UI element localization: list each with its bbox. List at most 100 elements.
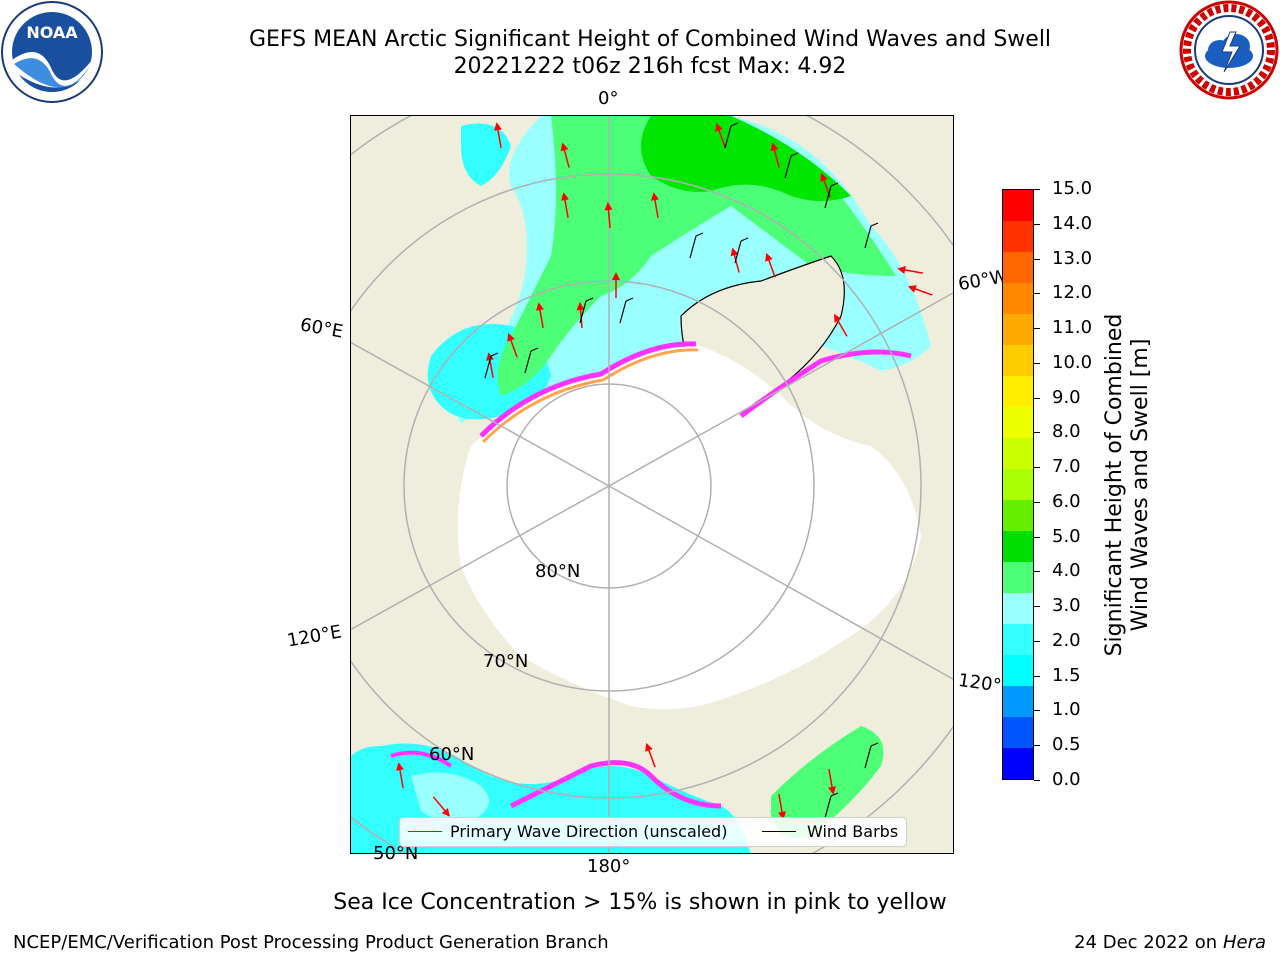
wind-barb	[864, 742, 879, 769]
colorbar-tick-label: 2.0	[1052, 629, 1081, 651]
wave-arrow	[834, 313, 848, 337]
lon-label-60e: 60°E	[298, 314, 345, 343]
colorbar-tick-mark	[1034, 501, 1040, 503]
nws-logo	[1178, 0, 1280, 100]
north-sea	[461, 123, 511, 186]
colorbar-segment	[1003, 345, 1033, 376]
map-subtitle: 20221222 t06z 216h fcst Max: 4.92	[453, 54, 847, 79]
polar-map	[350, 115, 954, 854]
colorbar-tick-mark	[1034, 328, 1040, 330]
colorbar-segment	[1003, 686, 1033, 717]
colorbar-tick-label: 5.0	[1052, 525, 1081, 547]
wave-arrow	[507, 332, 518, 358]
wind-barbs	[484, 122, 879, 819]
wind-barb	[524, 347, 539, 374]
colorbar-tick-mark	[1034, 467, 1040, 469]
colorbar-tick-mark	[1034, 640, 1040, 642]
wind-barb	[824, 792, 839, 819]
wave-arrow	[561, 192, 569, 218]
wave-arrow	[536, 302, 544, 328]
colorbar-tick-mark	[1034, 223, 1040, 225]
colorbar-tick-label: 4.0	[1052, 560, 1081, 582]
colorbar-segment	[1003, 376, 1033, 407]
wind-barb	[619, 297, 634, 324]
colorbar-tick-label: 15.0	[1052, 178, 1093, 199]
svg-text:NOAA: NOAA	[26, 23, 78, 42]
colorbar-tick-mark	[1034, 362, 1040, 364]
gulf-of-alaska	[771, 726, 884, 839]
wind-barb	[484, 352, 499, 379]
wave-arrow	[828, 769, 836, 795]
wind-barb	[864, 222, 879, 249]
lat-label-70n: 70°N	[483, 651, 529, 672]
colorbar-segment	[1003, 407, 1033, 438]
footer-date: 24 Dec 2022 on Hera	[1074, 932, 1266, 953]
wave-arrow	[645, 742, 656, 768]
wave-arrow	[897, 266, 923, 274]
colorbar-segment	[1003, 531, 1033, 562]
footer-branch: NCEP/EMC/Verification Post Processing Pr…	[13, 932, 609, 953]
wave-arrow	[651, 192, 659, 218]
colorbar-tick-label: 0.0	[1052, 769, 1081, 790]
colorbar-label-line1: Significant Height of Combined	[1102, 313, 1127, 657]
wind-barb	[734, 237, 749, 264]
colorbar-tick-label: 10.0	[1052, 351, 1093, 373]
wind-barbs-legend-label: Wind Barbs	[807, 822, 899, 841]
colorbar-label: Significant Height of Combined Wind Wave…	[1102, 295, 1154, 675]
colorbar-tick-label: 12.0	[1052, 282, 1093, 304]
colorbar-tick-mark	[1034, 571, 1040, 573]
colorbar-segment	[1003, 562, 1033, 593]
colorbar-tick-label: 8.0	[1052, 421, 1081, 443]
colorbar-tick-mark	[1034, 397, 1040, 399]
wave-direction-legend-label: Primary Wave Direction (unscaled)	[450, 822, 728, 841]
colorbar-segment	[1003, 655, 1033, 686]
map-legend: Primary Wave Direction (unscaled) Wind B…	[399, 817, 907, 847]
wave-arrow	[730, 247, 740, 273]
footer-date-text: 24 Dec 2022 on	[1074, 932, 1218, 953]
footer-machine: Hera	[1222, 932, 1266, 953]
ice-edge-orange	[481, 348, 699, 444]
lon-label-120e: 120°E	[285, 621, 344, 652]
colorbar-segment	[1003, 593, 1033, 624]
ice-edge-pink	[479, 341, 697, 438]
colorbar-segment	[1003, 624, 1033, 655]
colorbar-tick-mark	[1034, 258, 1040, 260]
graticule	[351, 116, 953, 853]
colorbar	[1002, 189, 1034, 780]
wind-barb	[724, 122, 739, 149]
wind-barb	[579, 297, 594, 324]
wave-arrow	[486, 352, 494, 378]
colorbar-tick-label: 1.5	[1052, 664, 1081, 686]
colorbar-tick-label: 6.0	[1052, 490, 1081, 512]
pacific-ice-edge	[509, 760, 722, 809]
colorbar-tick-label: 9.0	[1052, 386, 1081, 408]
wave-arrow	[560, 142, 570, 168]
wave-arrow	[715, 122, 726, 148]
colorbar-tick-mark	[1034, 432, 1040, 434]
colorbar-tick-label: 7.0	[1052, 456, 1081, 478]
wind-barb	[689, 232, 704, 259]
wind-barb	[824, 182, 839, 209]
wave-arrow	[432, 796, 450, 817]
lat-label-60n: 60°N	[429, 744, 475, 765]
wave-arrow	[494, 122, 502, 148]
colorbar-tick-mark	[1034, 536, 1040, 538]
lat-label-50n: 50°N	[373, 843, 419, 864]
map-title: GEFS MEAN Arctic Significant Height of C…	[248, 27, 1052, 52]
colorbar-tick-label: 1.0	[1052, 699, 1081, 721]
sea-ice	[457, 346, 921, 710]
colorbar-tick-label: 11.0	[1052, 317, 1093, 339]
colorbar-tick-label: 0.5	[1052, 734, 1081, 756]
lon-label-0: 0°	[598, 88, 619, 109]
wave-arrow	[765, 252, 776, 278]
lon-label-180: 180°	[587, 856, 631, 877]
wave-arrow	[604, 202, 613, 229]
colorbar-segment	[1003, 500, 1033, 531]
lat-label-80n: 80°N	[535, 561, 581, 582]
colorbar-tick-label: 14.0	[1052, 212, 1093, 234]
wave-arrow	[396, 762, 404, 788]
pacific-ocean-west	[411, 772, 489, 823]
colorbar-tick-mark	[1034, 710, 1040, 712]
colorbar-segment	[1003, 438, 1033, 469]
colorbar-tick-mark	[1034, 675, 1040, 677]
